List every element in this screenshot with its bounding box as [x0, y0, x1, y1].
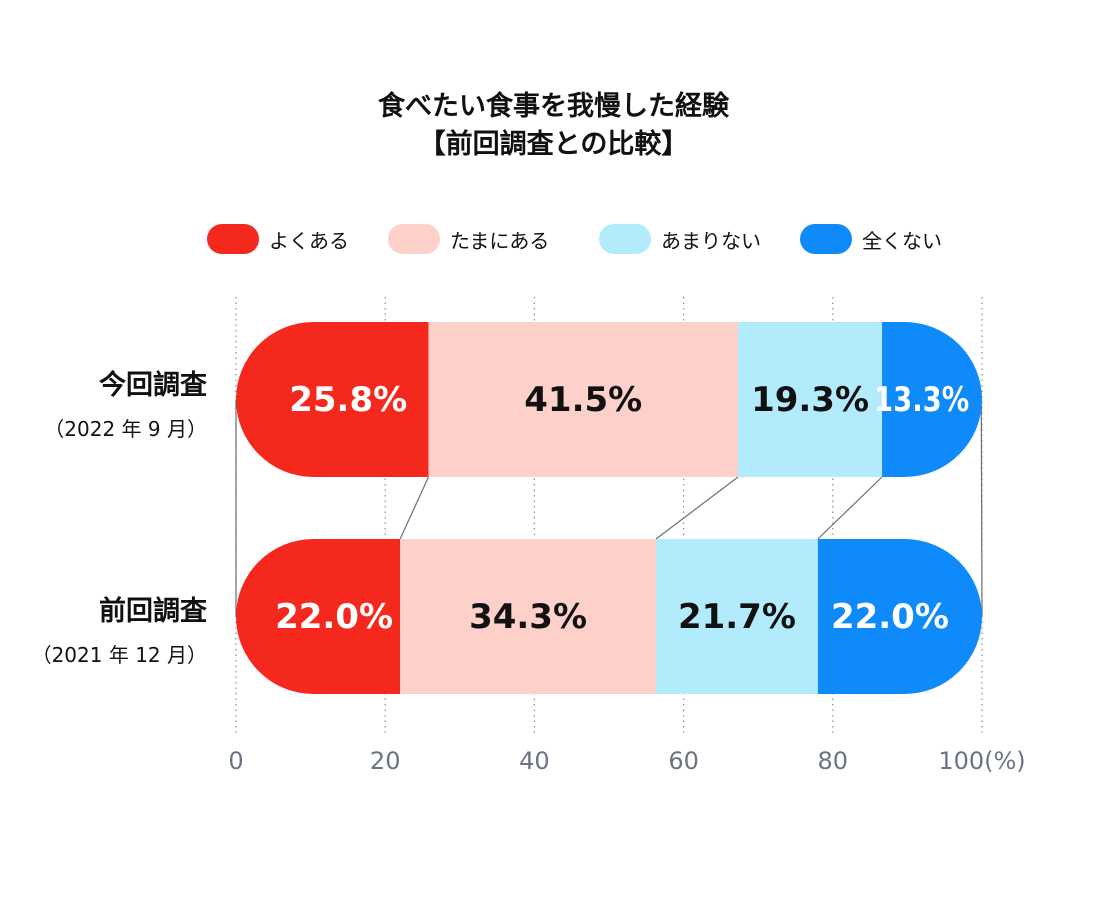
data-label-0--: 41.5%: [524, 380, 642, 420]
bar-segment-1--: [655, 539, 818, 694]
chart-title-line1: 食べたい食事を我慢した経験: [378, 91, 729, 122]
bar-row-1: [236, 539, 982, 694]
bar-segment-1--: [817, 539, 982, 694]
legend-label-tama-ni-aru: たまにある: [450, 228, 550, 253]
legend-label-yoku-aru: よくある: [269, 228, 349, 253]
legend-item-amari-nai: あまりない: [599, 219, 761, 259]
data-label-1--: 34.3%: [469, 597, 587, 637]
legend-label-amari-nai: あまりない: [661, 228, 761, 253]
chart-title: 食べたい食事を我慢した経験 【前回調査との比較】: [0, 88, 1107, 164]
x-tick-label-3: 60: [668, 747, 699, 775]
chart-title-line2: 【前回調査との比較】: [418, 129, 689, 160]
legend-swatch-yoku-aru: [207, 224, 259, 254]
x-tick-label-2: 40: [519, 747, 550, 775]
data-label-0--: 19.3%: [751, 380, 869, 420]
x-tick-label-1: 20: [370, 747, 401, 775]
bar-segment-0--: [428, 322, 739, 477]
legend-item-tama-ni-aru: たまにある: [388, 219, 549, 259]
legend-item-yoku-aru: よくある: [207, 219, 349, 259]
legend-item-mattaku-nai: 全くない: [800, 219, 942, 259]
bar-segment-1--: [236, 539, 401, 694]
bar-segment-1--: [400, 539, 656, 694]
x-tick-label-4: 80: [818, 747, 849, 775]
x-tick-label-0: 0: [228, 747, 243, 775]
connector-line-3: [817, 476, 883, 540]
data-label-0--: 13.3%: [874, 380, 969, 420]
x-tick-label-5: 100(%): [938, 747, 1025, 775]
row-label-previous-title: 前回調査: [99, 596, 207, 627]
row-label-previous: 前回調査 （2021 年 12 月）: [32, 594, 207, 672]
bar-segment-0--: [738, 322, 883, 477]
row-label-previous-date: （2021 年 12 月）: [31, 643, 207, 667]
data-label-1--: 22.0%: [275, 597, 393, 637]
data-label-1--: 22.0%: [831, 597, 949, 637]
row-label-current-title: 今回調査: [99, 370, 207, 401]
legend: よくある たまにある あまりない 全くない: [0, 219, 1107, 259]
data-label-1--: 21.7%: [678, 597, 796, 637]
legend-swatch-mattaku-nai: [800, 224, 852, 254]
legend-swatch-tama-ni-aru: [388, 224, 440, 254]
row-label-current: 今回調査 （2022 年 9 月）: [44, 368, 207, 446]
connector-line-2: [655, 476, 739, 540]
legend-label-mattaku-nai: 全くない: [862, 228, 942, 253]
bar-segment-0--: [236, 322, 429, 477]
connector-line-4: [980, 399, 983, 617]
connector-line-1: [399, 476, 430, 540]
data-label-0--: 25.8%: [289, 380, 407, 420]
legend-swatch-amari-nai: [599, 224, 651, 254]
row-label-current-date: （2022 年 9 月）: [44, 417, 207, 441]
